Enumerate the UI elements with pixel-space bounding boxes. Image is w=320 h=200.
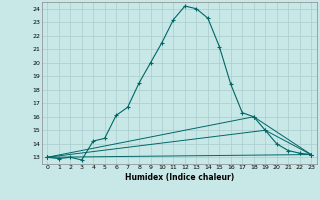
X-axis label: Humidex (Indice chaleur): Humidex (Indice chaleur) [124,173,234,182]
